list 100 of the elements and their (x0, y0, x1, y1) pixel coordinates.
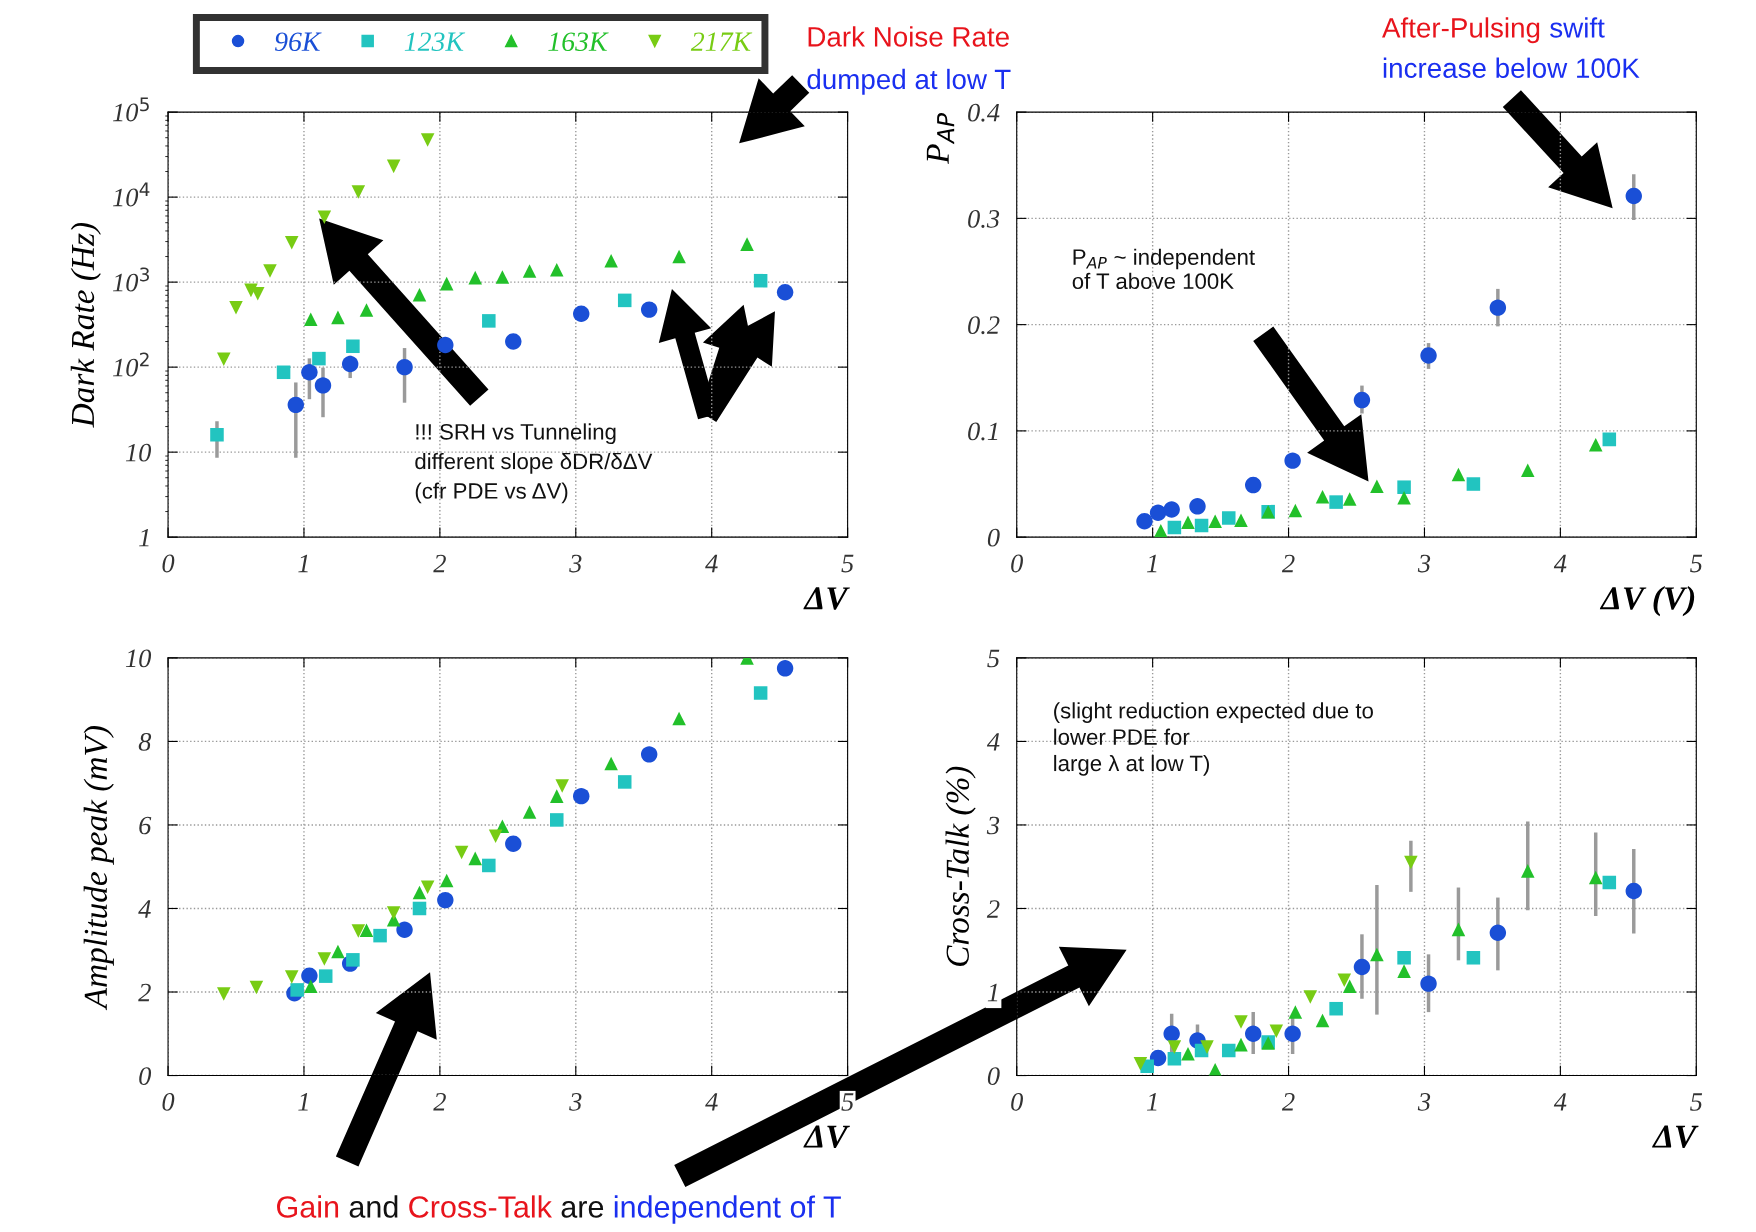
point (287, 396, 305, 414)
point (303, 312, 318, 327)
y-tick-label: 10$^{2}$ (113, 352, 149, 377)
x-axis-title: ΔV (803, 1125, 850, 1149)
point (312, 351, 326, 366)
point (217, 352, 231, 366)
point (740, 237, 754, 251)
x-tick-label: 4 (1553, 1093, 1567, 1111)
y-tick-label: 4 (138, 900, 151, 918)
point (249, 980, 264, 995)
point (318, 969, 333, 983)
legend-label: 96K (274, 32, 322, 52)
point (1397, 480, 1411, 494)
point (1329, 495, 1343, 509)
y-axis-title: P$_{AP}$ (926, 113, 955, 164)
y-tick-label: 10 (125, 649, 152, 668)
point (1588, 870, 1603, 885)
text: independent of T (614, 1195, 841, 1224)
point (753, 686, 768, 700)
point (1200, 1040, 1214, 1054)
legend-label: 217K (690, 32, 753, 51)
point (1625, 882, 1642, 900)
x-tick-label: 1 (298, 1093, 308, 1111)
y-axis-title: Cross-Talk (%) (945, 766, 976, 966)
point (1602, 432, 1617, 447)
point (359, 923, 374, 937)
point (1221, 1043, 1236, 1058)
point (1420, 975, 1437, 992)
point (1284, 452, 1301, 469)
text: Dark Noise Rate (808, 26, 1009, 47)
point (1163, 501, 1180, 518)
point (550, 262, 564, 277)
point (386, 159, 401, 174)
point (672, 711, 686, 726)
point (1245, 1025, 1262, 1042)
point (1315, 490, 1330, 504)
point (1149, 504, 1167, 521)
point (1234, 1015, 1248, 1029)
point (314, 377, 332, 394)
x-tick-label: 3 (569, 1093, 582, 1111)
point (1194, 518, 1209, 533)
point (555, 779, 569, 793)
point (1208, 514, 1222, 528)
x-tick-label: 1 (1146, 1093, 1157, 1111)
point (1342, 492, 1357, 506)
point (1397, 950, 1411, 965)
x-tick-label: 2 (433, 554, 446, 573)
point (753, 273, 768, 288)
point (301, 967, 318, 984)
x-tick-label: 0 (162, 1092, 175, 1111)
point (573, 305, 590, 322)
point (1288, 503, 1303, 518)
point (217, 987, 231, 1001)
point (1269, 1024, 1284, 1039)
y-axis-title: Amplitude peak (mV) (83, 726, 114, 1011)
point (373, 928, 387, 943)
point (573, 787, 590, 805)
point (522, 264, 537, 278)
y-tick-label: 0.3 (968, 209, 1000, 228)
point (1521, 463, 1535, 477)
point (617, 775, 632, 789)
point (468, 851, 482, 866)
point (1154, 524, 1168, 538)
y-tick-label: 4 (986, 733, 1000, 751)
point (284, 970, 299, 984)
point (301, 364, 318, 381)
x-tick-label: 5 (841, 554, 854, 573)
point (1337, 973, 1352, 988)
point (522, 805, 537, 819)
point (1489, 924, 1507, 941)
point (1397, 491, 1411, 505)
x-tick-label: 0 (1011, 1092, 1023, 1111)
point (505, 333, 522, 350)
point (341, 355, 359, 373)
point (1466, 477, 1481, 491)
point (263, 264, 277, 278)
y-tick-label: 10$^{5}$ (113, 97, 149, 122)
point (488, 829, 503, 843)
point (1404, 855, 1418, 870)
point (1397, 964, 1411, 978)
y-tick-label: 0.1 (968, 422, 998, 441)
point (1451, 467, 1466, 482)
point (1370, 479, 1384, 493)
x-tick-label: 1 (1146, 554, 1157, 573)
point (1234, 513, 1248, 527)
point (1489, 299, 1507, 316)
point (1181, 1047, 1195, 1061)
point (1167, 520, 1182, 535)
y-tick-label: 2 (138, 983, 151, 1002)
point (640, 746, 658, 763)
point (351, 185, 366, 199)
point (1353, 391, 1371, 409)
point (1315, 1013, 1330, 1028)
y-tick-label: 0 (139, 1067, 152, 1085)
point (437, 336, 454, 354)
point (1353, 958, 1371, 976)
x-tick-label: 3 (1417, 554, 1431, 573)
y-tick-label: 3 (986, 816, 1000, 835)
y-axis-title: Dark Rate (Hz) (70, 222, 101, 428)
point (1329, 1001, 1343, 1016)
